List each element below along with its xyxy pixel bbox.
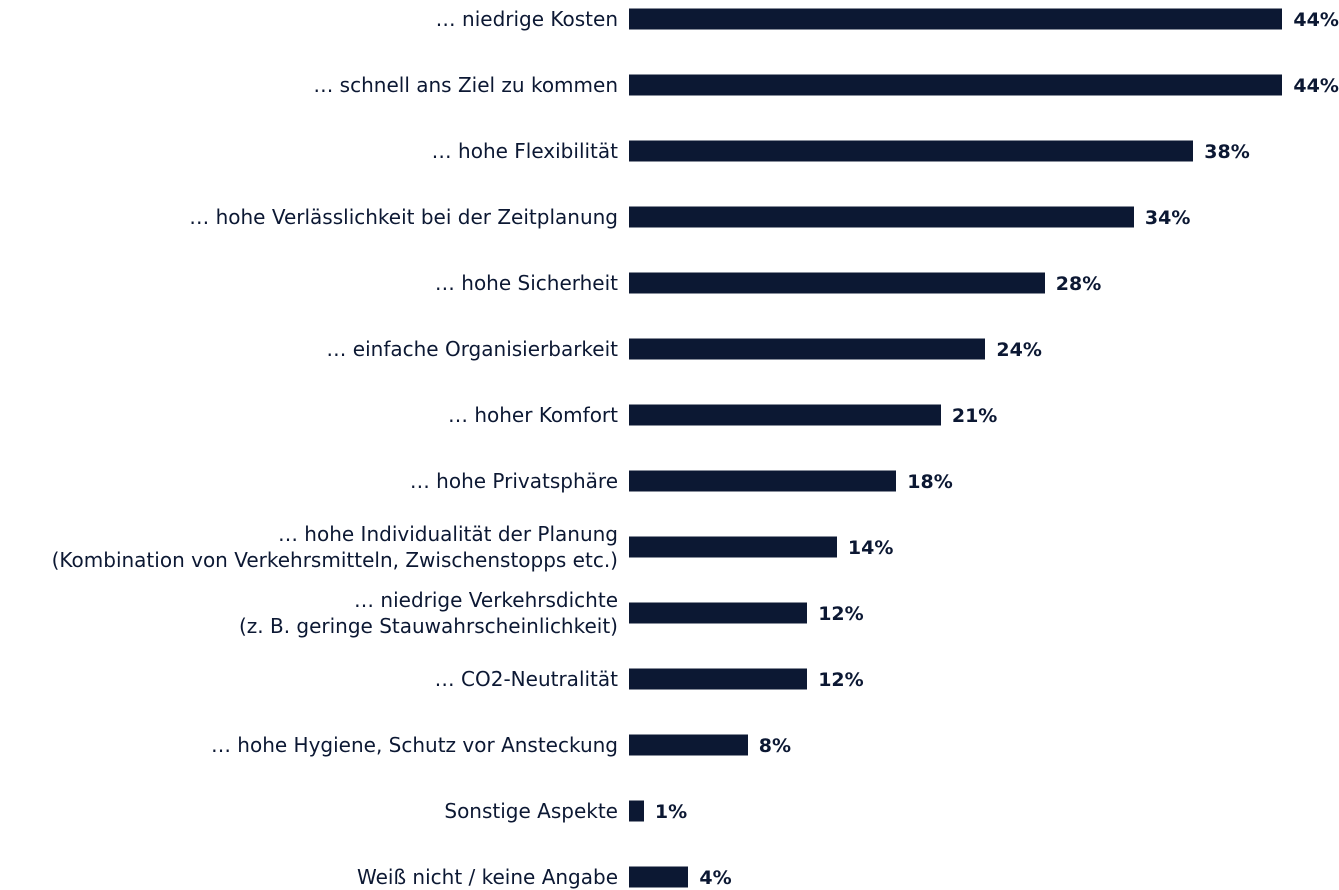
bar (629, 140, 1194, 162)
bar (629, 404, 941, 426)
value-label: 8% (758, 735, 792, 757)
category-label: … hoher Komfort (447, 403, 618, 427)
value-label: 12% (818, 603, 864, 625)
bar (629, 470, 897, 492)
value-label: 38% (1204, 141, 1250, 163)
value-label: 4% (699, 867, 732, 889)
category-label: Sonstige Aspekte (444, 799, 618, 823)
category-label: Weiß nicht / keine Angabe (357, 865, 618, 889)
bar (629, 734, 748, 756)
bar (629, 536, 837, 558)
category-label: … hohe Sicherheit (434, 271, 618, 295)
bar (629, 866, 689, 888)
category-label: … niedrige Verkehrsdichte (z. B. geringe… (238, 588, 618, 638)
value-label: 44% (1293, 75, 1339, 97)
category-label: … hohe Hygiene, Schutz vor Ansteckung (210, 733, 618, 757)
value-label: 34% (1144, 207, 1191, 229)
value-label: 14% (847, 537, 894, 559)
bar (629, 800, 644, 822)
value-label: 18% (907, 471, 953, 493)
value-label: 21% (951, 405, 998, 427)
category-label: … CO2-Neutralität (434, 667, 618, 691)
value-label: 1% (654, 801, 688, 823)
bar (629, 272, 1045, 294)
category-label: … einfache Organisierbarkeit (326, 337, 618, 361)
bar (629, 602, 808, 624)
value-label: 12% (818, 669, 864, 691)
category-label: … niedrige Kosten (435, 7, 618, 31)
category-label: … hohe Individualität der Planung (Kombi… (51, 522, 618, 572)
bar (629, 668, 808, 690)
category-label: … hohe Flexibilität (431, 139, 618, 163)
bar (629, 338, 986, 360)
category-label: … hohe Verlässlichkeit bei der Zeitplanu… (189, 205, 618, 229)
category-label: … hohe Privatsphäre (409, 469, 618, 493)
category-label: … schnell ans Ziel zu kommen (313, 73, 618, 97)
bar (629, 206, 1134, 228)
value-label: 44% (1293, 9, 1339, 31)
value-label: 24% (996, 339, 1042, 361)
bar (629, 74, 1283, 96)
bar (629, 8, 1283, 30)
value-label: 28% (1055, 273, 1102, 295)
